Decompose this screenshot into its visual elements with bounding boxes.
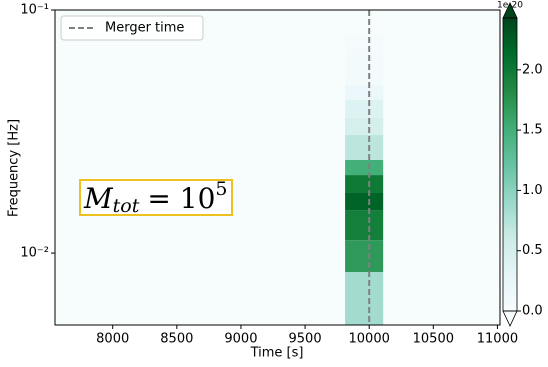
- x-tick-label: 10000: [349, 332, 390, 347]
- annotation-sup: 5: [215, 178, 227, 200]
- colorbar-tick-label: 1.5: [522, 123, 543, 138]
- colorbar-extend-min: [502, 310, 518, 327]
- annotation-rest: = 10: [147, 182, 215, 215]
- annotation: Mtot = 105: [83, 178, 227, 217]
- heatmap-cell: [345, 117, 384, 136]
- heatmap-cell: [345, 135, 384, 161]
- colorbar-tick-label: 2.0: [522, 62, 543, 77]
- x-axis-label: Time [s]: [250, 346, 304, 361]
- heatmap-cell: [345, 85, 384, 100]
- x-tick-label: 11000: [477, 332, 518, 347]
- heatmap-cell: [345, 99, 384, 118]
- colorbar-frame: [502, 17, 518, 312]
- colorbar-tick-label: 0.5: [522, 243, 543, 258]
- annotation-sub: tot: [113, 195, 140, 217]
- colorbar: [503, 18, 517, 311]
- plot-frame: [54, 9, 501, 326]
- annotation-box: [79, 179, 233, 216]
- annotation-base: M: [83, 182, 114, 215]
- heatmap-cell: [345, 35, 384, 55]
- x-tick-label: 8500: [160, 332, 193, 347]
- heatmap-cell: [345, 210, 384, 241]
- x-tick-label: 8000: [96, 332, 129, 347]
- legend-box: [60, 15, 204, 41]
- y-tick-label: 10⁻¹: [20, 3, 49, 18]
- y-axis-label: Frequency [Hz]: [7, 119, 22, 217]
- heatmap-cell: [345, 160, 384, 176]
- x-tick-label: 9500: [289, 332, 322, 347]
- legend-label: Merger time: [105, 21, 184, 36]
- heatmap-cell: [345, 54, 384, 86]
- heatmap-cell: [345, 271, 384, 325]
- plot-background: [55, 10, 500, 325]
- heatmap-cell: [345, 175, 384, 193]
- x-tick-label: 9000: [224, 332, 257, 347]
- x-tick-label: 10500: [413, 332, 454, 347]
- colorbar-tick-label: 1.0: [522, 183, 543, 198]
- colorbar-tick-label: 0.0: [522, 304, 543, 319]
- colorbar-offset: 1e-20: [497, 1, 523, 11]
- heatmap-cell: [345, 240, 384, 272]
- y-tick-label: 10⁻²: [20, 246, 49, 261]
- heatmap-cell: [345, 192, 384, 211]
